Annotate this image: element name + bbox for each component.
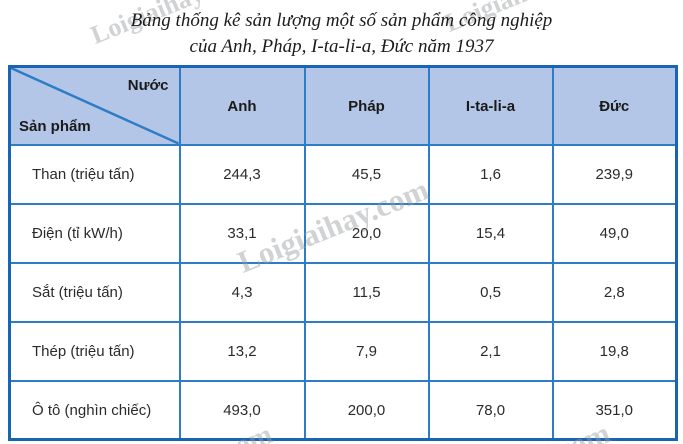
value-cell: 45,5 [303, 143, 430, 205]
header-row: Nước Sản phẩm Anh Pháp I-ta-li-a Đức [8, 65, 678, 146]
value-cell: 1,6 [427, 143, 554, 205]
table-row-dien: Điện (tỉ kW/h) 33,1 20,0 15,4 49,0 [8, 202, 678, 264]
value-cell: 351,0 [551, 379, 678, 441]
value-cell: 33,1 [178, 202, 306, 264]
value-cell: 49,0 [551, 202, 678, 264]
table-row-thep: Thép (triệu tấn) 13,2 7,9 2,1 19,8 [8, 320, 678, 382]
corner-label-country: Nước [127, 77, 169, 95]
column-header-italia: I-ta-li-a [427, 65, 554, 146]
value-cell: 20,0 [303, 202, 430, 264]
column-header-anh: Anh [178, 65, 306, 146]
value-cell: 239,9 [551, 143, 678, 205]
corner-header-cell: Nước Sản phẩm [8, 65, 181, 146]
value-cell: 244,3 [178, 143, 306, 205]
row-label: Thép (triệu tấn) [8, 320, 181, 382]
value-cell: 15,4 [427, 202, 554, 264]
table-row-oto: Ô tô (nghìn chiếc) 493,0 200,0 78,0 351,… [8, 379, 678, 441]
value-cell: 200,0 [303, 379, 430, 441]
value-cell: 2,8 [551, 261, 678, 323]
diagonal-divider [11, 68, 179, 144]
table-row-than: Than (triệu tấn) 244,3 45,5 1,6 239,9 [8, 143, 678, 205]
row-label: Điện (tỉ kW/h) [8, 202, 181, 264]
table-row-sat: Sắt (triệu tấn) 4,3 11,5 0,5 2,8 [8, 261, 678, 323]
value-cell: 493,0 [178, 379, 306, 441]
row-label: Sắt (triệu tấn) [8, 261, 181, 323]
value-cell: 2,1 [427, 320, 554, 382]
value-cell: 0,5 [427, 261, 554, 323]
table-caption: Bảng thống kê sản lượng một số sản phẩm … [0, 0, 683, 59]
statistics-table: Nước Sản phẩm Anh Pháp I-ta-li-a Đức Tha… [8, 65, 678, 442]
caption-line-2: của Anh, Pháp, I-ta-li-a, Đức năm 1937 [189, 35, 494, 57]
column-header-phap: Pháp [303, 65, 430, 146]
row-label: Ô tô (nghìn chiếc) [8, 379, 181, 441]
value-cell: 19,8 [551, 320, 678, 382]
value-cell: 78,0 [427, 379, 554, 441]
caption-line-1: Bảng thống kê sản lượng một số sản phẩm … [130, 10, 553, 31]
column-header-duc: Đức [551, 65, 678, 146]
value-cell: 4,3 [178, 261, 306, 323]
row-label: Than (triệu tấn) [8, 143, 181, 205]
corner-label-product: Sản phẩm [19, 117, 91, 135]
value-cell: 7,9 [303, 320, 430, 382]
value-cell: 13,2 [178, 320, 306, 382]
value-cell: 11,5 [303, 261, 430, 323]
